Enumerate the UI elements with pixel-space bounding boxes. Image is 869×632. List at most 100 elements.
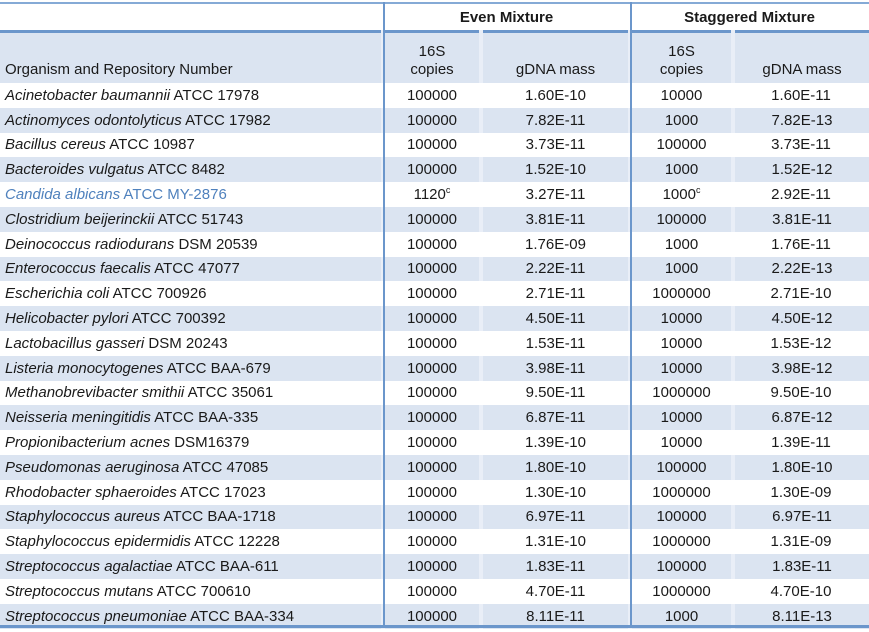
organism-name: Propionibacterium acnes: [5, 434, 171, 452]
even-gdna-mass-cell: 3.81E-11: [479, 206, 630, 232]
organism-name: Streptococcus agalactiae: [5, 558, 173, 576]
organism-cell: Bacillus cereus ATCC 10987: [0, 132, 383, 158]
organism-cell: Acinetobacter baumannii ATCC 17978: [0, 83, 383, 108]
repository-number: ATCC BAA-679: [166, 359, 271, 377]
even-gdna-mass-value: 3.27E-11: [525, 186, 586, 204]
staggered-gdna-mass-value: 3.98E-12: [771, 359, 833, 377]
even-gdna-mass-value: 1.76E-09: [525, 235, 586, 253]
organism-name: Rhodobacter sphaeroides: [5, 483, 177, 501]
organism-name: Pseudomonas aeruginosa: [5, 458, 180, 476]
staggered-16s-copies-cell: 10000: [630, 430, 733, 455]
staggered-16s-copies-value: 100000: [656, 558, 707, 576]
even-16s-copies-value: 100000: [406, 434, 458, 452]
even-16s-copies-cell: 100000: [383, 380, 481, 406]
staggered-16s-copies-value: 1000000: [652, 384, 711, 402]
staggered-gdna-mass-cell: 3.98E-12: [731, 355, 869, 381]
table-body: Acinetobacter baumannii ATCC 17978 100000…: [0, 83, 869, 629]
even-16s-copies-cell: 100000: [383, 529, 481, 555]
staggered-gdna-mass-value: 1.83E-11: [772, 558, 832, 576]
table-row: Streptococcus mutans ATCC 700610 100000 4.…: [0, 578, 869, 604]
even-16s-copies-value: 100000: [406, 582, 458, 600]
even-gdna-mass-cell: 1.53E-11: [481, 330, 630, 356]
organism-column-header: Organism and Repository Number: [0, 31, 383, 83]
even-16s-copies-cell: 100000: [383, 231, 481, 257]
organism-cell: Streptococcus agalactiae ATCC BAA-611: [0, 554, 383, 579]
organism-name: Bacteroides vulgatus: [5, 161, 145, 179]
staggered-gdna-mass-cell: 8.11E-13: [731, 603, 869, 629]
even-16s-copies-value: 100000: [406, 235, 458, 253]
even-16s-copies-value: 100000: [406, 458, 458, 476]
corner-empty-cell: [0, 4, 383, 33]
even-16s-copies-cell: 100000: [381, 504, 481, 530]
even-gdna-mass-value: 1.52E-10: [525, 161, 586, 179]
organism-name: Streptococcus pneumoniae: [5, 607, 187, 625]
staggered-16s-copies-cell: 1000000: [630, 479, 733, 505]
staggered-16s-copies-cell: 100000: [628, 554, 733, 579]
organism-name: Actinomyces odontolyticus: [5, 111, 182, 129]
staggered-16s-copies-value: 10000: [660, 434, 703, 452]
staggered-gdna-mass-cell: 1.53E-12: [733, 330, 869, 356]
staggered-16s-copies-value: 1000: [664, 260, 699, 278]
staggered-16s-copies-value: 10000: [660, 409, 703, 427]
staggered-gdna-mass-value: 1.60E-11: [771, 86, 831, 104]
even-16s-copies-cell: 100000: [381, 554, 481, 579]
organism-name: Candida albicans: [5, 186, 121, 204]
staggered-gdna-mass-cell: 1.30E-09: [733, 479, 869, 505]
table-row: Acinetobacter baumannii ATCC 17978 100000…: [0, 83, 869, 108]
staggered-gdna-mass-value: 1.39E-11: [771, 434, 831, 452]
header-copies-label: copies: [410, 61, 454, 79]
even-gdna-mass-value: 2.71E-11: [525, 285, 586, 303]
table-row: Listeria monocytogenes ATCC BAA-679 10000…: [0, 355, 869, 381]
table-row: Streptococcus agalactiae ATCC BAA-611 100…: [0, 554, 869, 579]
staggered-16s-copies-cell: 1000000: [630, 281, 733, 307]
even-gdna-mass-cell: 1.80E-10: [479, 454, 630, 480]
even-gdna-mass-cell: 8.11E-11: [479, 603, 630, 629]
even-gdna-mass-cell: 2.22E-11: [479, 256, 630, 282]
mixture-section-divider: [630, 2, 632, 626]
staggered-16s-copies-cell: 1000: [630, 231, 733, 257]
staggered-gdna-mass-value: 1.30E-09: [770, 483, 832, 501]
staggered-gdna-mass-value: 2.92E-11: [771, 186, 831, 204]
even-16s-copies-value: 100000: [406, 136, 458, 154]
even-16s-copies-value: 100000: [406, 260, 458, 278]
staggered-gdna-mass-cell: 2.71E-10: [733, 281, 869, 307]
organism-cell: Deinococcus radiodurans DSM 20539: [0, 231, 383, 257]
staggered-16s-copies-cell: 1000: [628, 603, 733, 629]
even-16s-copies-cell: 100000: [383, 132, 481, 158]
table-row: Deinococcus radiodurans DSM 20539 100000 1…: [0, 231, 869, 257]
even-16s-copies-value: 100000: [406, 161, 458, 179]
organism-cell: Streptococcus mutans ATCC 700610: [0, 578, 383, 604]
repository-number: DSM16379: [174, 434, 250, 452]
staggered-16s-copies-cell: 10000: [628, 355, 733, 381]
staggered-16s-copies-value: 1000: [664, 161, 699, 179]
staggered-gdna-mass-value: 6.87E-12: [771, 409, 833, 427]
even-gdna-mass-value: 6.87E-11: [525, 409, 586, 427]
repository-number: ATCC BAA-334: [190, 607, 295, 625]
staggered-gdna-mass-cell: 1.39E-11: [733, 430, 869, 455]
even-gdna-mass-cell: 1.60E-10: [481, 83, 630, 108]
staggered-16s-copies-cell: 100000: [628, 206, 733, 232]
organism-name: Deinococcus radiodurans: [5, 235, 175, 253]
table-row: Staphylococcus aureus ATCC BAA-1718 10000…: [0, 504, 869, 530]
even-gdna-mass-value: 6.97E-11: [525, 508, 586, 526]
repository-number: ATCC MY-2876: [123, 186, 227, 204]
staggered-gdna-mass-cell: 1.52E-12: [731, 157, 869, 183]
organism-name: Acinetobacter baumannii: [5, 86, 171, 104]
staggered-16s-copies-value: 10000: [660, 310, 703, 328]
organism-cell: Escherichia coli ATCC 700926: [0, 281, 383, 307]
even-gdna-mass-header: gDNA mass: [479, 31, 630, 83]
even-16s-copies-value: 100000: [406, 508, 458, 526]
even-gdna-mass-cell: 9.50E-11: [481, 380, 630, 406]
even-16s-copies-value: 100000: [406, 310, 458, 328]
header-copies-label: copies: [659, 61, 704, 79]
even-mixture-group-header: Even Mixture: [383, 4, 630, 33]
even-16s-copies-value: 100000: [406, 86, 458, 104]
even-16s-copies-cell: 100000: [383, 281, 481, 307]
even-16s-copies-cell: 100000: [381, 107, 481, 133]
staggered-gdna-mass-cell: 3.81E-11: [731, 206, 869, 232]
organism-name: Staphylococcus aureus: [5, 508, 161, 526]
table-row: Actinomyces odontolyticus ATCC 17982 1000…: [0, 107, 869, 133]
even-16s-copies-value: 100000: [406, 111, 458, 129]
repository-number: ATCC 17023: [180, 483, 266, 501]
even-gdna-mass-value: 3.81E-11: [525, 210, 586, 228]
